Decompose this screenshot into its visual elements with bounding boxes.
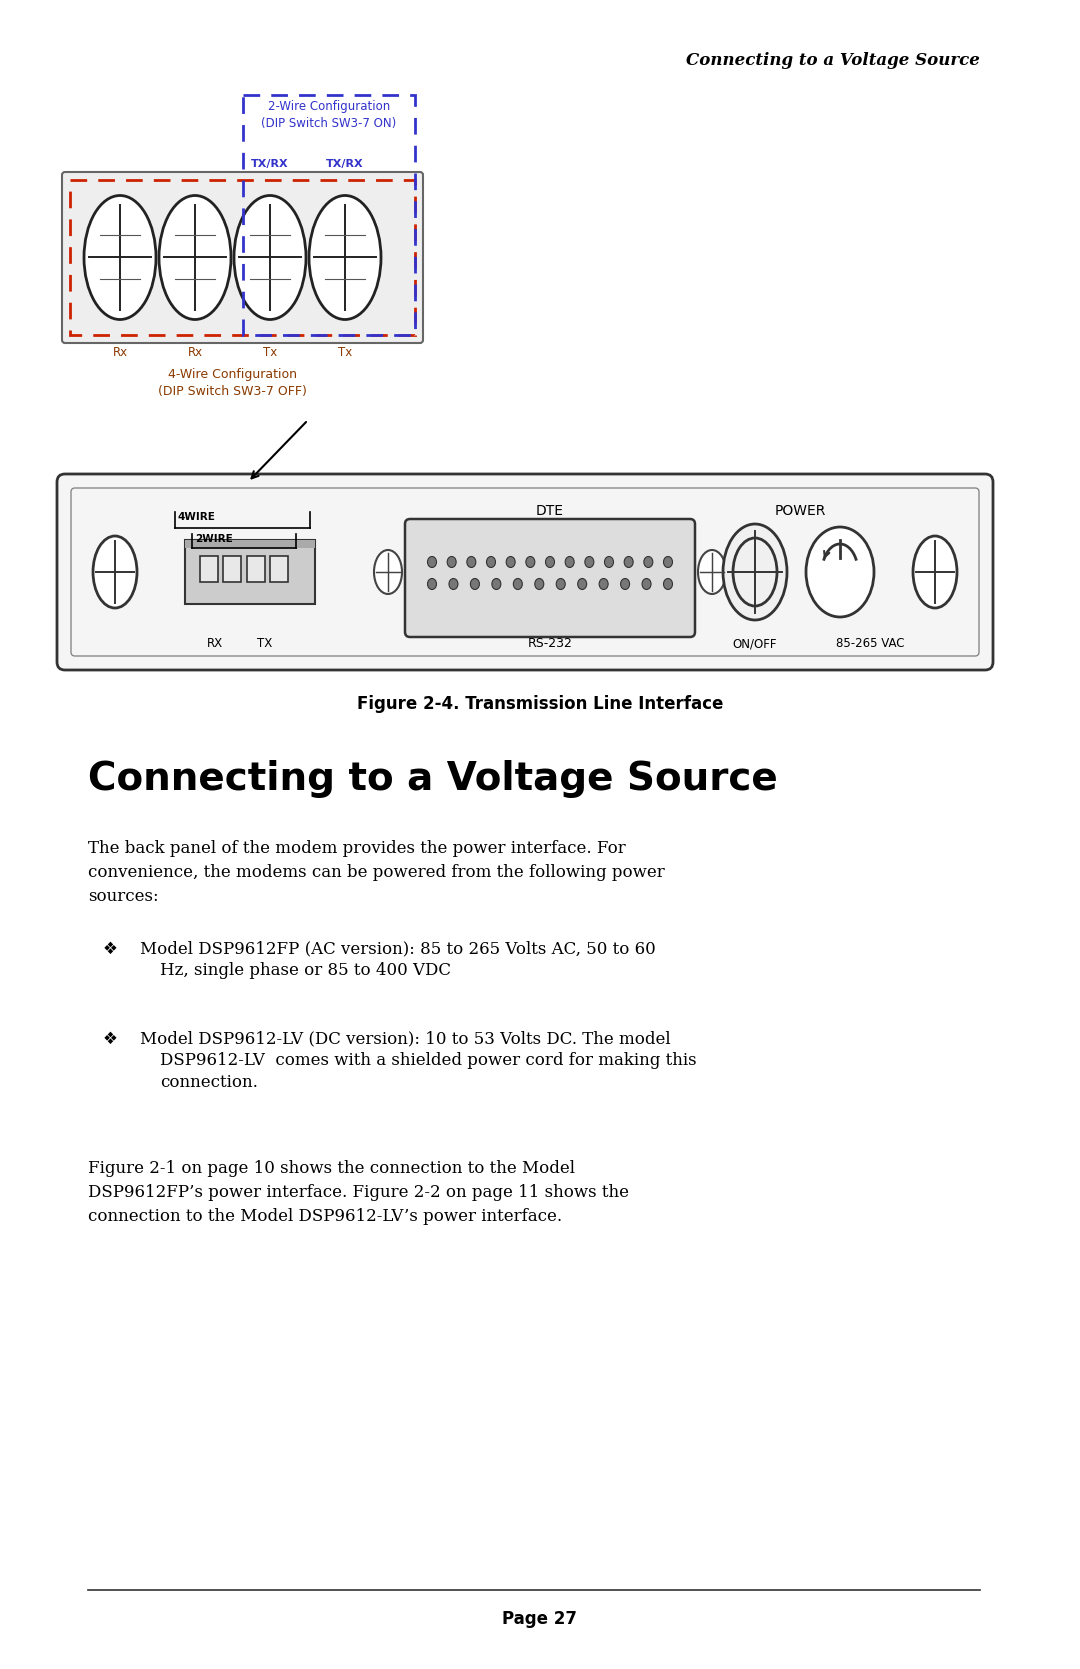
Text: Figure 2-1 on page 10 shows the connection to the Model
DSP9612FP’s power interf: Figure 2-1 on page 10 shows the connecti…: [87, 1160, 629, 1225]
Text: Tx: Tx: [262, 345, 278, 359]
Ellipse shape: [644, 556, 652, 567]
Text: connection.: connection.: [160, 1073, 258, 1092]
Text: Model DSP9612FP (AC version): 85 to 265 Volts AC, 50 to 60: Model DSP9612FP (AC version): 85 to 265 …: [140, 940, 656, 956]
FancyBboxPatch shape: [185, 541, 315, 604]
FancyBboxPatch shape: [57, 474, 993, 669]
Ellipse shape: [663, 556, 673, 567]
Ellipse shape: [374, 551, 402, 594]
Text: Connecting to a Voltage Source: Connecting to a Voltage Source: [686, 52, 980, 68]
Ellipse shape: [806, 527, 874, 618]
Ellipse shape: [526, 556, 535, 567]
Text: Tx: Tx: [338, 345, 352, 359]
Text: TX: TX: [257, 638, 272, 649]
Ellipse shape: [723, 524, 787, 619]
Ellipse shape: [234, 195, 306, 319]
FancyBboxPatch shape: [222, 556, 241, 582]
Text: Model DSP9612-LV (DC version): 10 to 53 Volts DC. The model: Model DSP9612-LV (DC version): 10 to 53 …: [140, 1030, 671, 1046]
Ellipse shape: [698, 551, 726, 594]
FancyBboxPatch shape: [62, 172, 423, 344]
Ellipse shape: [585, 556, 594, 567]
Ellipse shape: [513, 579, 523, 589]
Ellipse shape: [621, 579, 630, 589]
Ellipse shape: [642, 579, 651, 589]
Ellipse shape: [565, 556, 575, 567]
Text: Hz, single phase or 85 to 400 VDC: Hz, single phase or 85 to 400 VDC: [160, 961, 451, 980]
Ellipse shape: [556, 579, 565, 589]
Ellipse shape: [624, 556, 633, 567]
Text: POWER: POWER: [774, 504, 826, 517]
Ellipse shape: [428, 579, 436, 589]
Text: ❖: ❖: [103, 1030, 118, 1048]
Text: ❖: ❖: [103, 940, 118, 958]
Ellipse shape: [507, 556, 515, 567]
Text: RX: RX: [207, 638, 224, 649]
Text: DSP9612-LV  comes with a shielded power cord for making this: DSP9612-LV comes with a shielded power c…: [160, 1051, 697, 1070]
FancyBboxPatch shape: [405, 519, 696, 638]
Ellipse shape: [84, 195, 156, 319]
Ellipse shape: [599, 579, 608, 589]
Ellipse shape: [486, 556, 496, 567]
Text: The back panel of the modem provides the power interface. For
convenience, the m: The back panel of the modem provides the…: [87, 840, 665, 905]
Text: 2-Wire Configuration
(DIP Switch SW3-7 ON): 2-Wire Configuration (DIP Switch SW3-7 O…: [261, 100, 396, 130]
Ellipse shape: [726, 527, 784, 616]
Ellipse shape: [471, 579, 480, 589]
Text: Figure 2-4. Transmission Line Interface: Figure 2-4. Transmission Line Interface: [356, 694, 724, 713]
Text: 4WIRE: 4WIRE: [178, 512, 216, 522]
Text: 2WIRE: 2WIRE: [195, 534, 233, 544]
Ellipse shape: [309, 195, 381, 319]
Ellipse shape: [733, 537, 777, 606]
Text: TX/RX: TX/RX: [326, 159, 364, 169]
Ellipse shape: [491, 579, 501, 589]
Text: TX/RX: TX/RX: [252, 159, 288, 169]
Ellipse shape: [535, 579, 543, 589]
Ellipse shape: [578, 579, 586, 589]
Text: DTE: DTE: [536, 504, 564, 517]
Ellipse shape: [93, 536, 137, 608]
Ellipse shape: [449, 579, 458, 589]
FancyBboxPatch shape: [200, 556, 218, 582]
FancyBboxPatch shape: [247, 556, 265, 582]
Text: 85-265 VAC: 85-265 VAC: [836, 638, 904, 649]
FancyBboxPatch shape: [270, 556, 288, 582]
Ellipse shape: [913, 536, 957, 608]
Text: Connecting to a Voltage Source: Connecting to a Voltage Source: [87, 759, 778, 798]
Text: Rx: Rx: [188, 345, 203, 359]
Ellipse shape: [428, 556, 436, 567]
Ellipse shape: [605, 556, 613, 567]
Ellipse shape: [545, 556, 554, 567]
Text: ON/OFF: ON/OFF: [732, 638, 778, 649]
Text: RS-232: RS-232: [527, 638, 572, 649]
FancyBboxPatch shape: [185, 541, 315, 547]
Text: 4-Wire Configuration
(DIP Switch SW3-7 OFF): 4-Wire Configuration (DIP Switch SW3-7 O…: [158, 367, 307, 397]
Ellipse shape: [447, 556, 456, 567]
Ellipse shape: [663, 579, 673, 589]
Text: Rx: Rx: [112, 345, 127, 359]
Text: Page 27: Page 27: [502, 1611, 578, 1627]
Ellipse shape: [467, 556, 476, 567]
Ellipse shape: [159, 195, 231, 319]
